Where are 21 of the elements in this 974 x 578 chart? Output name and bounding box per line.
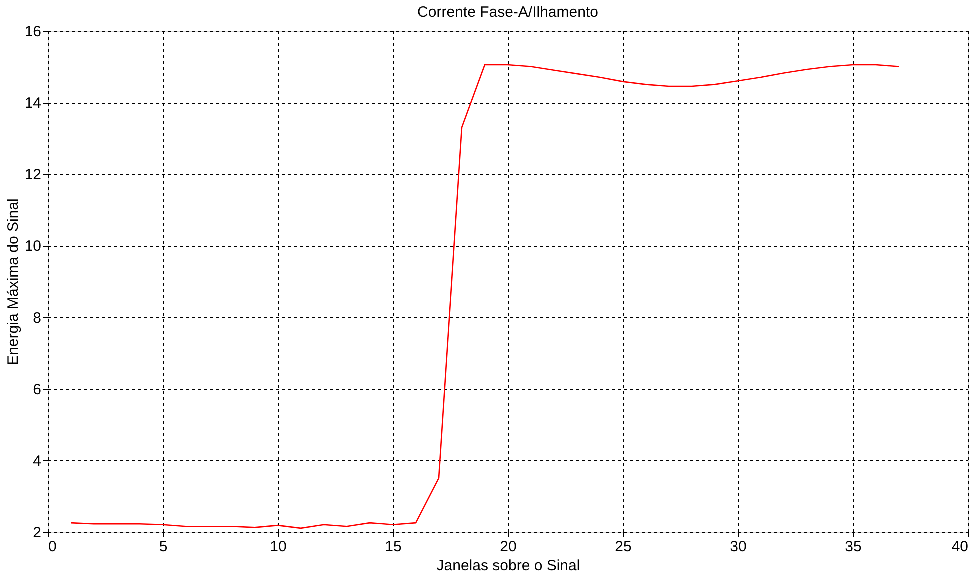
x-tick-label: 30 xyxy=(730,538,747,556)
x-tick-label: 25 xyxy=(615,538,632,556)
x-tick-label: 10 xyxy=(270,538,287,556)
y-tick-label: 2 xyxy=(33,524,42,542)
y-tick-label: 14 xyxy=(24,95,42,112)
x-axis-title: Janelas sobre o Sinal xyxy=(436,558,580,574)
x-tick-label: 0 xyxy=(48,538,57,556)
x-tick-label: 20 xyxy=(500,538,517,556)
chart-title: Corrente Fase-A/Ilhamento xyxy=(418,4,598,21)
line-series xyxy=(70,64,900,530)
x-tick-label: 35 xyxy=(845,538,862,556)
y-axis-title: Energia Máxima do Sinal xyxy=(4,198,22,366)
y-tick-label: 10 xyxy=(24,238,42,256)
y-tick-label: 12 xyxy=(24,166,42,184)
x-tick-label: 40 xyxy=(952,538,968,556)
x-tick-label: 5 xyxy=(159,538,168,556)
y-tick-label: 16 xyxy=(24,24,42,40)
x-tick-label: 15 xyxy=(385,538,402,556)
y-tick-label: 4 xyxy=(33,452,42,470)
y-tick-label: 8 xyxy=(33,310,42,327)
y-tick-label: 6 xyxy=(33,381,42,398)
